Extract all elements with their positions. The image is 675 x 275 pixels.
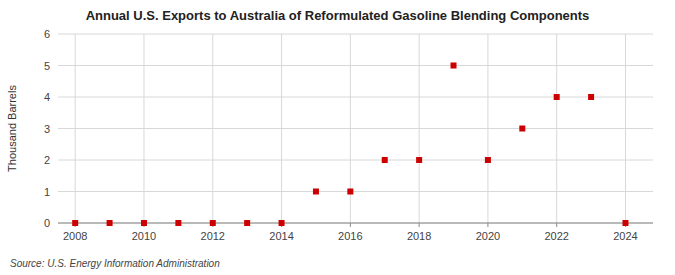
x-axis-line — [58, 223, 653, 224]
y-grid-line — [58, 191, 653, 192]
x-tick-label: 2010 — [132, 230, 156, 242]
x-tick-label: 2014 — [269, 230, 293, 242]
x-grid-line — [350, 34, 351, 223]
point — [451, 63, 457, 69]
point — [622, 220, 628, 226]
y-grid-line — [58, 128, 653, 129]
x-tick — [487, 223, 488, 227]
y-axis-label: Thousand Barrels — [6, 85, 18, 172]
x-tick — [419, 223, 420, 227]
y-grid-line — [58, 34, 653, 35]
background — [0, 0, 675, 275]
y-tick-label: 5 — [44, 60, 50, 72]
x-grid-line — [625, 34, 626, 223]
points — [72, 63, 628, 227]
point — [485, 157, 491, 163]
point — [416, 157, 422, 163]
x-grid-line — [556, 34, 557, 223]
x-tick-label: 2018 — [407, 230, 431, 242]
y-grid-line — [58, 223, 653, 224]
point — [313, 189, 319, 195]
x-tick — [556, 223, 557, 227]
x-tick-label: 2016 — [338, 230, 362, 242]
point — [107, 220, 113, 226]
point — [519, 126, 525, 132]
y-tick-label: 2 — [44, 154, 50, 166]
point — [210, 220, 216, 226]
x-tick-label: 2024 — [613, 230, 637, 242]
grid — [58, 34, 653, 223]
point — [554, 94, 560, 100]
x-tick-label: 2020 — [476, 230, 500, 242]
y-grid-line — [58, 65, 653, 66]
annotation: Source: U.S. Energy Information Administ… — [10, 258, 220, 269]
y-tick-label: 1 — [44, 186, 50, 198]
y-grid-line — [58, 160, 653, 161]
x-grid-line — [419, 34, 420, 223]
x-grid-line — [281, 34, 282, 223]
x-tick-label: 2022 — [544, 230, 568, 242]
x-tick-label: 2008 — [63, 230, 87, 242]
point — [347, 189, 353, 195]
y-tick-label: 4 — [44, 91, 50, 103]
x-grid-line — [143, 34, 144, 223]
point — [279, 220, 285, 226]
point — [175, 220, 181, 226]
title: Annual U.S. Exports to Australia of Refo… — [86, 8, 590, 23]
x-tick-label: 2012 — [201, 230, 225, 242]
point — [588, 94, 594, 100]
y-tick-label: 6 — [44, 28, 50, 40]
point — [72, 220, 78, 226]
y-tick-label: 0 — [44, 217, 50, 229]
page: {"chart_data": { "type": "scatter", "tit… — [0, 0, 675, 275]
y-grid-line — [58, 97, 653, 98]
x-grid-line — [487, 34, 488, 223]
y-tick-label: 3 — [44, 123, 50, 135]
x-tick — [350, 223, 351, 227]
point — [141, 220, 147, 226]
chart-svg: 0 1 2 3 4 5 6 2008 2010 2012 2014 2016 2018 2020 2022 2… — [0, 0, 675, 275]
x-grid-line — [212, 34, 213, 223]
x-grid-line — [75, 34, 76, 223]
chart-container: 0 1 2 3 4 5 6 2008 2010 2012 2014 2016 2018 2020 2022 2… — [0, 0, 675, 275]
point — [244, 220, 250, 226]
point — [382, 157, 388, 163]
